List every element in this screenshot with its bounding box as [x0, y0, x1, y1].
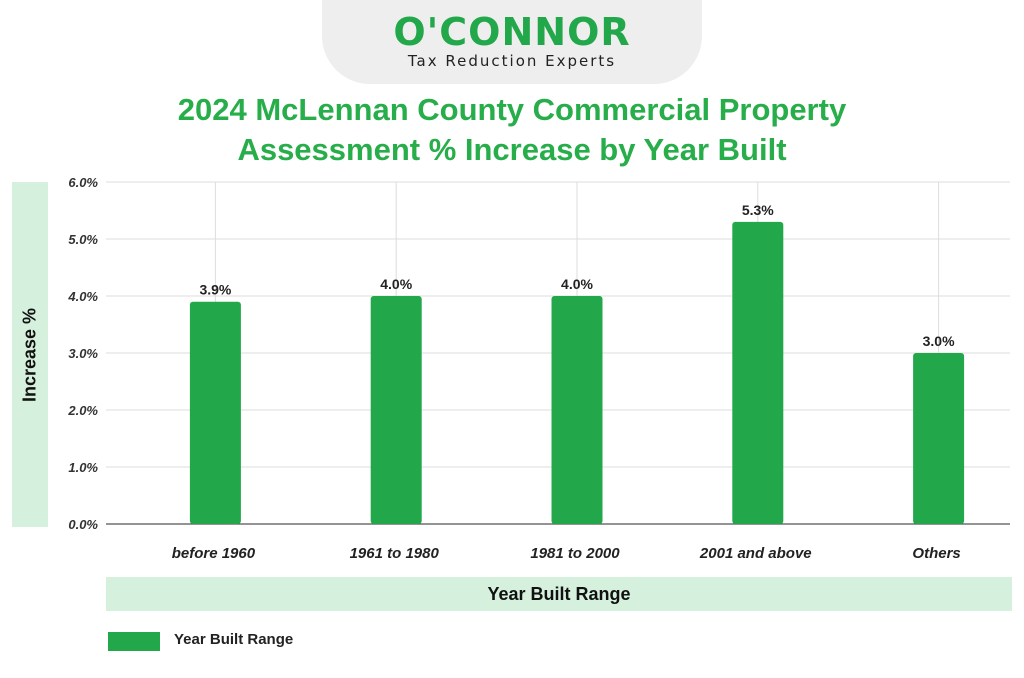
x-tick-label: 1981 to 2000 [530, 545, 620, 562]
y-tick-label: 6.0% [68, 175, 98, 190]
bar-1961-to-1980 [370, 296, 422, 524]
x-tick-label: 2001 and above [699, 545, 812, 562]
data-label: 4.0% [561, 276, 593, 292]
y-axis-label-band [12, 182, 48, 527]
y-tick-label: 1.0% [68, 460, 98, 475]
y-tick-label: 3.0% [68, 346, 98, 361]
y-tick-label: 4.0% [67, 289, 98, 304]
data-label: 3.0% [923, 333, 955, 349]
x-tick-label: before 1960 [172, 545, 256, 562]
data-label: 3.9% [199, 282, 231, 298]
y-tick-label: 0.0% [68, 517, 98, 532]
y-tick-label: 5.0% [68, 232, 98, 247]
legend-label: Year Built Range [174, 631, 294, 648]
logo-background [322, 0, 702, 84]
chart-title-line-1: 2024 McLennan County Commercial Property [177, 92, 847, 127]
brand-tagline: Tax Reduction Experts [407, 52, 617, 70]
data-label: 4.0% [380, 276, 412, 292]
data-label: 5.3% [742, 202, 774, 218]
legend-swatch [108, 632, 160, 651]
x-tick-label: 1961 to 1980 [350, 545, 440, 562]
chart-title-line-2: Assessment % Increase by Year Built [237, 132, 787, 167]
x-tick-label: Others [912, 545, 960, 562]
bar-2001-and-above [732, 221, 784, 524]
bar-before-1960 [189, 301, 241, 524]
bar-1981-to-2000 [551, 296, 603, 524]
brand-logo: O'CONNOR [393, 10, 631, 54]
chart-title: 2024 McLennan County Commercial Property… [0, 90, 1024, 170]
y-tick-label: 2.0% [67, 403, 98, 418]
x-axis-label: Year Built Range [106, 577, 1012, 611]
bar-others [913, 353, 965, 524]
